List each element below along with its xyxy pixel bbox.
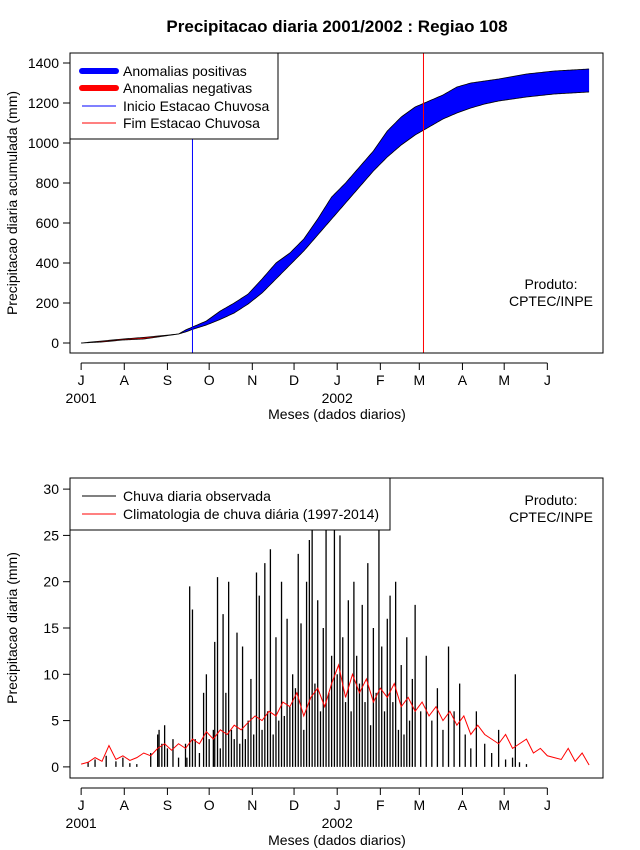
top-annotation-line1: Produto: xyxy=(525,276,578,292)
x-tick-label-month: N xyxy=(247,372,257,388)
legend-positive-label: Anomalias positivas xyxy=(123,63,247,79)
legend-onset-label: Inicio Estacao Chuvosa xyxy=(123,98,270,114)
y-tick-label: 20 xyxy=(43,574,59,590)
x-tick-label-month: M xyxy=(498,797,510,813)
x-tick-label-month: O xyxy=(204,372,215,388)
y-tick-label: 30 xyxy=(43,481,59,497)
bottom-legend-box xyxy=(69,477,391,531)
y-tick-label: 5 xyxy=(51,713,59,729)
y-tick-label: 25 xyxy=(43,527,59,543)
x-tick-label-month: M xyxy=(498,372,510,388)
climatology-line-layer xyxy=(81,663,590,766)
y-tick-label: 1400 xyxy=(28,55,59,71)
y-tick-label: 0 xyxy=(51,759,59,775)
x-tick-label-year: 2002 xyxy=(322,390,353,406)
bottom-legend: Chuva diaria observada Climatologia de c… xyxy=(69,477,391,531)
positive-anomaly-area xyxy=(177,69,590,335)
x-tick-label-month: J xyxy=(78,797,85,813)
x-tick-label-year: 2001 xyxy=(66,815,97,831)
observed-bars-layer xyxy=(87,489,528,767)
top-plot-frame xyxy=(69,52,604,354)
top-x-axis-label: Meses (dados diarios) xyxy=(268,406,406,422)
top-y-axis-label: Precipitacao diaria acumulada (mm) xyxy=(4,91,20,315)
bottom-annotation-line1: Produto: xyxy=(525,492,578,508)
bottom-y-axis-label: Precipitacao diaria (mm) xyxy=(4,552,20,704)
daily-precipitation-plot: 0 5 10 15 20 25 30 J A S O N D J F M A M J 2001 2002 xyxy=(43,477,604,831)
x-tick-label-month: J xyxy=(334,372,341,388)
y-tick-label: 200 xyxy=(36,295,60,311)
x-tick-label-month: F xyxy=(376,372,385,388)
y-tick-label: 400 xyxy=(36,255,60,271)
x-tick-label-year: 2001 xyxy=(66,390,97,406)
y-tick-label: 1000 xyxy=(28,135,59,151)
x-tick-label-year: 2002 xyxy=(322,815,353,831)
bottom-x-axis: J A S O N D J F M A M J 2001 2002 xyxy=(66,787,551,831)
x-tick-label-month: J xyxy=(334,797,341,813)
x-tick-label-month: D xyxy=(289,797,299,813)
x-tick-label-month: D xyxy=(289,372,299,388)
y-tick-label: 10 xyxy=(43,666,59,682)
top-annotation-line2: CPTEC/INPE xyxy=(509,293,593,309)
y-tick-label: 0 xyxy=(51,335,59,351)
x-tick-label-month: A xyxy=(120,797,130,813)
x-tick-label-month: A xyxy=(458,797,468,813)
x-tick-label-month: S xyxy=(163,372,172,388)
climatology-cumulative-line xyxy=(81,91,590,344)
x-tick-label-month: F xyxy=(376,797,385,813)
chart-title: Precipitacao diaria 2001/2002 : Regiao 1… xyxy=(166,17,507,36)
y-tick-label: 600 xyxy=(36,215,60,231)
top-x-axis: J A S O N D J F M A M J 2001 2002 xyxy=(66,362,551,406)
top-y-axis: 0 200 400 600 800 1000 1200 1400 xyxy=(28,55,70,351)
legend-observed-label: Chuva diaria observada xyxy=(123,488,271,504)
x-tick-label-month: M xyxy=(413,797,425,813)
legend-negative-label: Anomalias negativas xyxy=(123,80,252,96)
anomaly-area-layer xyxy=(81,68,590,344)
legend-end-label: Fim Estacao Chuvosa xyxy=(123,115,260,131)
y-tick-label: 15 xyxy=(43,620,59,636)
y-tick-label: 800 xyxy=(36,175,60,191)
cumulative-precipitation-plot: 0 200 400 600 800 1000 1200 1400 J A S O N D J F M A M J 20… xyxy=(28,52,604,406)
x-tick-label-month: A xyxy=(120,372,130,388)
x-tick-label-month: J xyxy=(78,372,85,388)
observed-cumulative-line xyxy=(81,68,590,344)
bottom-x-axis-label: Meses (dados diarios) xyxy=(268,832,406,848)
climatology-daily-line xyxy=(81,663,590,766)
x-tick-label-month: N xyxy=(247,797,257,813)
top-legend: Anomalias positivas Anomalias negativas … xyxy=(69,52,279,140)
bottom-annotation-line2: CPTEC/INPE xyxy=(509,509,593,525)
bottom-y-axis: 0 5 10 15 20 25 30 xyxy=(43,481,70,775)
x-tick-label-month: A xyxy=(458,372,468,388)
x-tick-label-month: O xyxy=(204,797,215,813)
legend-climatology-label: Climatologia de chuva diária (1997-2014) xyxy=(123,506,379,522)
x-tick-label-month: J xyxy=(544,797,551,813)
x-tick-label-month: M xyxy=(413,372,425,388)
x-tick-label-month: S xyxy=(163,797,172,813)
x-tick-label-month: J xyxy=(544,372,551,388)
y-tick-label: 1200 xyxy=(28,95,59,111)
top-legend-box xyxy=(69,52,279,140)
